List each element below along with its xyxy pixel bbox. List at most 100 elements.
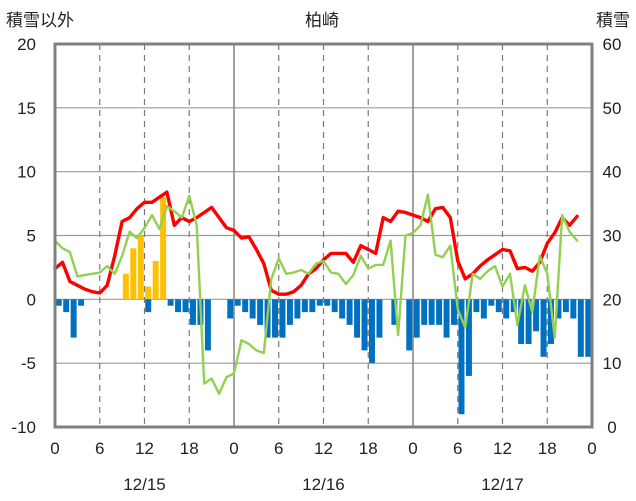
x-tick-label: 12 — [135, 439, 154, 458]
right-tick-label: 40 — [603, 163, 622, 182]
negative-bar — [570, 299, 577, 319]
negative-bar — [533, 299, 540, 332]
negative-bar — [451, 299, 458, 325]
x-tick-label: 6 — [95, 439, 104, 458]
date-label: 12/16 — [302, 475, 345, 494]
negative-bar — [309, 299, 316, 313]
chart-title: 柏崎 — [305, 11, 339, 31]
negative-bar — [63, 299, 70, 313]
x-tick-label: 18 — [538, 439, 557, 458]
negative-bar — [480, 299, 487, 319]
snowfall-bar — [130, 248, 137, 300]
negative-bar — [286, 299, 293, 325]
negative-bar — [436, 299, 443, 325]
negative-bar — [413, 299, 420, 338]
negative-bar — [391, 299, 398, 325]
negative-bar — [368, 299, 375, 364]
temperature-line — [53, 190, 579, 296]
right-tick-label: 50 — [603, 99, 622, 118]
negative-bar — [547, 299, 554, 345]
negative-bar — [234, 299, 241, 306]
negative-bar — [525, 299, 532, 345]
snowfall-bar — [160, 197, 167, 300]
negative-bar — [518, 299, 525, 345]
negative-bar — [175, 299, 182, 313]
negative-bar — [316, 299, 323, 306]
plot-frame — [53, 42, 594, 429]
negative-bar — [503, 299, 510, 319]
negative-bar — [78, 299, 85, 306]
negative-bar — [55, 299, 62, 306]
bars-layer — [55, 197, 592, 415]
negative-bar — [577, 299, 584, 357]
negative-bar — [361, 299, 368, 351]
x-tick-label: 18 — [359, 439, 378, 458]
negative-bar — [421, 299, 428, 325]
negative-bar — [204, 299, 211, 351]
negative-bar — [257, 299, 264, 325]
negative-bar — [227, 299, 234, 319]
negative-bar — [189, 299, 196, 325]
negative-bar — [145, 299, 152, 313]
negative-bar — [324, 299, 331, 306]
right-tick-label: 60 — [603, 35, 622, 54]
snowfall-bar — [145, 286, 152, 300]
negative-bar — [473, 299, 480, 313]
x-tick-label: 6 — [453, 439, 462, 458]
right-tick-label: 20 — [603, 290, 622, 309]
dewpoint-line — [53, 193, 579, 395]
negative-bar — [495, 299, 502, 313]
left-tick-label: 0 — [27, 290, 36, 309]
x-tick-label: 12 — [493, 439, 512, 458]
negative-bar — [540, 299, 547, 357]
negative-bar — [301, 299, 308, 313]
negative-bar — [279, 299, 286, 338]
negative-bar — [585, 299, 592, 357]
x-tick-label: 6 — [274, 439, 283, 458]
negative-bar — [167, 299, 174, 306]
negative-bar — [354, 299, 361, 338]
left-tick-label: 15 — [17, 99, 36, 118]
left-tick-label: 20 — [17, 35, 36, 54]
negative-bar — [376, 299, 383, 338]
snowfall-bar — [152, 261, 159, 300]
negative-bar — [458, 299, 465, 415]
right-tick-label: 10 — [603, 354, 622, 373]
left-tick-label: -5 — [21, 354, 36, 373]
left-tick-label: 5 — [27, 227, 36, 246]
negative-bar — [331, 299, 338, 313]
right-tick-label: 30 — [603, 227, 622, 246]
x-tick-label: 0 — [587, 439, 596, 458]
x-tick-label: 0 — [408, 439, 417, 458]
negative-bar — [555, 299, 562, 319]
negative-bar — [294, 299, 301, 319]
left-axis-label: 積雪以外 — [6, 11, 74, 31]
x-tick-label: 0 — [50, 439, 59, 458]
x-tick-label: 12 — [314, 439, 333, 458]
left-tick-label: -10 — [11, 418, 36, 437]
negative-bar — [339, 299, 346, 319]
date-label: 12/15 — [123, 475, 166, 494]
x-tick-label: 0 — [229, 439, 238, 458]
x-tick-label: 18 — [180, 439, 199, 458]
left-tick-label: 10 — [17, 163, 36, 182]
negative-bar — [465, 299, 472, 376]
negative-bar — [562, 299, 569, 313]
snowfall-bar — [137, 235, 144, 300]
negative-bar — [406, 299, 413, 351]
snowfall-bar — [122, 273, 129, 300]
negative-bar — [488, 299, 495, 306]
negative-bar — [70, 299, 77, 338]
negative-bar — [272, 299, 279, 338]
negative-bar — [428, 299, 435, 325]
negative-bar — [346, 299, 353, 325]
date-label: 12/17 — [481, 475, 524, 494]
negative-bar — [182, 299, 189, 313]
negative-bar — [443, 299, 450, 338]
right-axis-label: 積雪 — [596, 11, 630, 31]
right-tick-label: 0 — [607, 418, 616, 437]
negative-bar — [249, 299, 256, 319]
